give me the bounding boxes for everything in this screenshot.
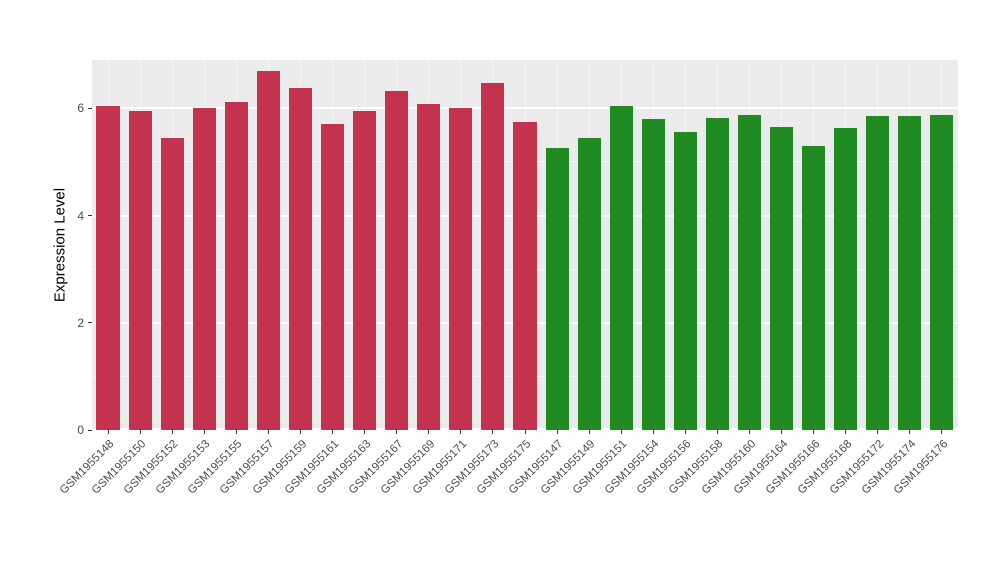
gridline-major — [92, 107, 958, 110]
x-tick-mark — [524, 430, 526, 434]
bar — [545, 148, 569, 430]
y-tick-label: 4 — [77, 208, 84, 223]
bar — [577, 137, 601, 430]
y-tick-label: 0 — [77, 423, 84, 437]
y-tick-mark — [88, 322, 92, 324]
x-tick-mark — [781, 430, 783, 434]
y-tick-label: 2 — [77, 315, 84, 330]
bar — [866, 116, 890, 430]
x-tick-mark — [460, 430, 462, 434]
bar — [705, 117, 729, 430]
x-tick-mark — [749, 430, 751, 434]
x-tick-mark — [267, 430, 269, 434]
bar — [481, 82, 505, 430]
x-tick-mark — [941, 430, 943, 434]
x-tick-mark — [652, 430, 654, 434]
bar — [673, 132, 697, 430]
bar — [898, 116, 922, 430]
x-tick-mark — [428, 430, 430, 434]
x-tick-label-text: GSM1955148 — [57, 438, 117, 497]
x-tick-mark — [588, 430, 590, 434]
y-tick-mark — [88, 107, 92, 109]
bar — [385, 90, 409, 430]
bar — [449, 108, 473, 430]
bar — [737, 115, 762, 430]
bar — [353, 110, 377, 430]
x-tick-mark — [492, 430, 494, 434]
bar — [160, 137, 184, 430]
x-tick-mark — [909, 430, 911, 434]
x-tick-mark — [299, 430, 301, 434]
x-tick-mark — [364, 430, 366, 434]
bar — [930, 115, 954, 430]
bar — [128, 110, 152, 430]
bar — [192, 108, 216, 430]
x-tick-mark — [235, 430, 237, 434]
x-tick-mark — [620, 430, 622, 434]
x-tick-mark — [203, 430, 205, 434]
bar — [513, 121, 537, 430]
bar — [609, 105, 633, 430]
y-axis-title: Expression Level — [51, 187, 69, 303]
plot-panel — [92, 60, 958, 430]
bar — [417, 103, 441, 430]
bar — [288, 87, 312, 430]
x-tick-mark — [396, 430, 398, 434]
x-tick-mark — [107, 430, 109, 434]
x-tick-mark — [813, 430, 815, 434]
bar — [802, 145, 826, 430]
bar — [256, 70, 280, 430]
x-tick-mark — [139, 430, 141, 434]
bar — [96, 105, 120, 430]
y-tick-mark — [88, 215, 92, 216]
x-tick-mark — [877, 430, 879, 434]
bar — [641, 119, 665, 430]
bar — [834, 128, 858, 430]
bar — [224, 101, 248, 430]
x-tick-mark — [716, 430, 718, 434]
bar-layer — [92, 60, 958, 430]
x-tick-mark — [556, 430, 558, 434]
x-tick-mark — [845, 430, 847, 434]
x-tick-mark — [332, 430, 334, 434]
y-tick-mark — [88, 429, 92, 431]
y-tick-label: 6 — [77, 101, 84, 116]
x-tick-mark — [684, 430, 686, 434]
x-tick-mark — [171, 430, 173, 434]
bar — [321, 124, 345, 430]
bar — [770, 127, 794, 430]
